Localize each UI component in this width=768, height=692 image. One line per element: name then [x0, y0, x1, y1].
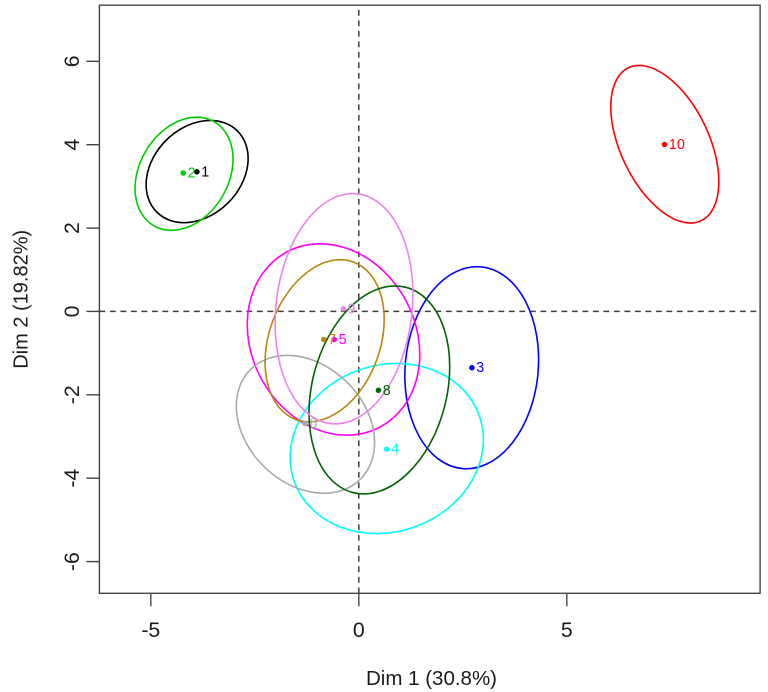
svg-text:2: 2: [188, 166, 196, 182]
svg-text:-6: -6: [60, 552, 84, 571]
svg-text:Dim 1 (30.8%): Dim 1 (30.8%): [366, 667, 497, 690]
svg-text:1: 1: [201, 164, 209, 180]
svg-text:4: 4: [391, 442, 399, 458]
svg-text:Dim 2 (19.82%): Dim 2 (19.82%): [11, 230, 33, 369]
svg-text:7: 7: [328, 332, 336, 348]
svg-text:6: 6: [309, 416, 317, 432]
svg-text:3: 3: [476, 360, 484, 376]
svg-text:0: 0: [60, 305, 84, 317]
svg-text:9: 9: [348, 301, 356, 317]
svg-text:10: 10: [669, 137, 685, 153]
svg-text:-5: -5: [141, 618, 160, 642]
svg-text:6: 6: [60, 55, 84, 67]
svg-text:-4: -4: [60, 469, 84, 488]
svg-text:8: 8: [383, 383, 391, 399]
svg-text:5: 5: [561, 618, 573, 642]
svg-text:4: 4: [60, 139, 84, 151]
svg-text:0: 0: [353, 618, 365, 642]
svg-text:-2: -2: [60, 385, 84, 404]
svg-text:5: 5: [339, 332, 347, 348]
svg-text:2: 2: [60, 222, 84, 234]
